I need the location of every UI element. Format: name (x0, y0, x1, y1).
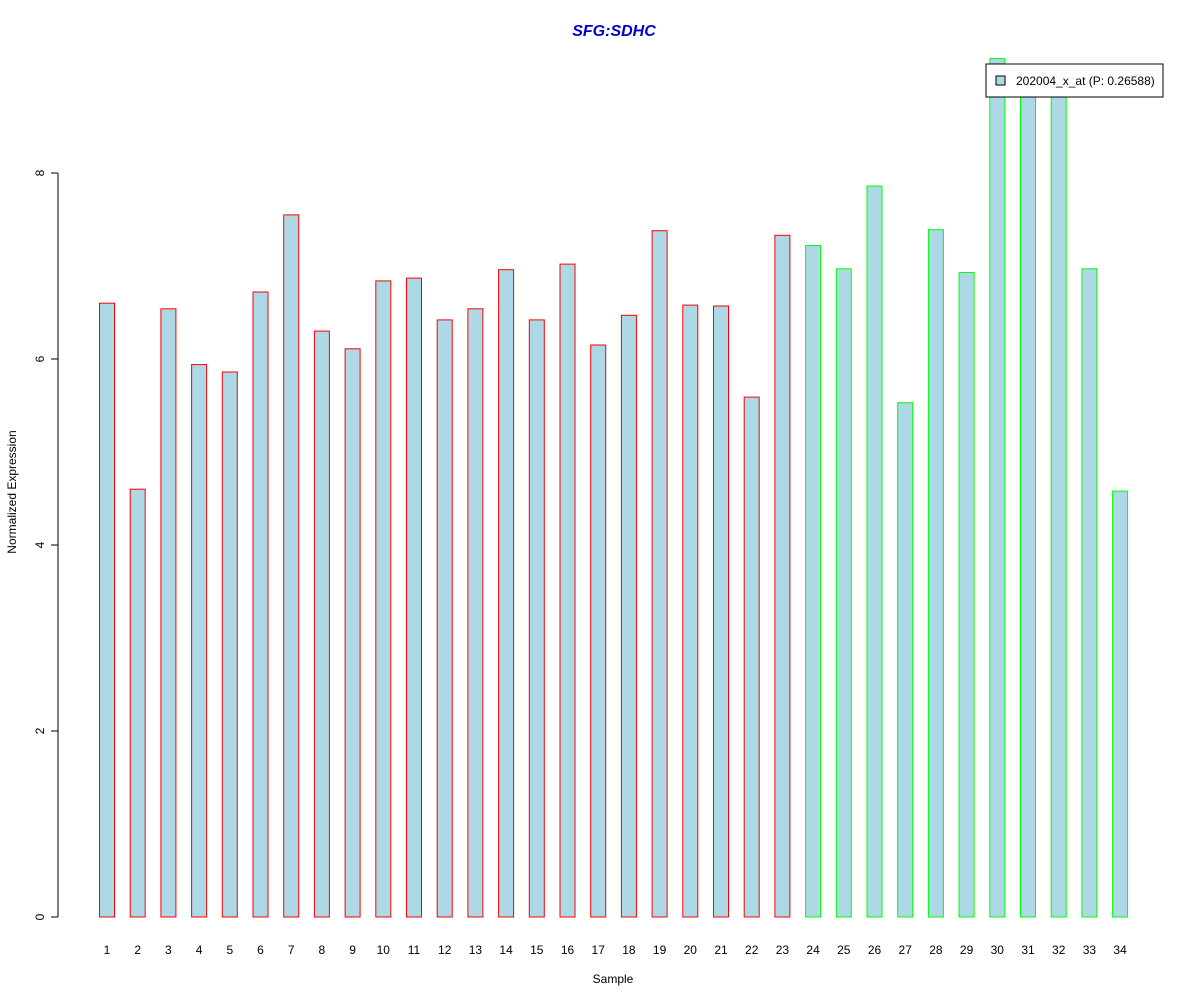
x-tick-label: 14 (499, 943, 513, 957)
legend: 202004_x_at (P: 0.26588) (985, 63, 1164, 98)
x-tick-label: 10 (377, 943, 391, 957)
bar-sample-32 (1050, 79, 1067, 918)
x-tick-label: 33 (1083, 943, 1097, 957)
bar-sample-14 (498, 269, 515, 918)
y-tick-label: 2 (33, 727, 47, 734)
x-tick-label: 15 (530, 943, 544, 957)
bar-sample-8 (313, 330, 330, 918)
y-axis: 0 2 4 6 8 (33, 169, 59, 920)
bar-sample-20 (682, 304, 699, 918)
x-tick-label: 5 (226, 943, 233, 957)
x-tick-label: 20 (684, 943, 698, 957)
x-tick-label: 29 (960, 943, 974, 957)
x-tick-label: 7 (288, 943, 295, 957)
x-tick-label: 17 (592, 943, 606, 957)
legend-box (985, 63, 1164, 98)
x-tick-label: 9 (349, 943, 356, 957)
bar-sample-3 (160, 308, 177, 918)
bar-sample-19 (651, 230, 668, 918)
x-tick-label: 11 (408, 943, 421, 957)
x-tick-label: 2 (134, 943, 141, 957)
bar-sample-15 (528, 319, 545, 918)
bar-sample-2 (129, 488, 146, 918)
x-tick-label: 1 (104, 943, 111, 957)
bar-sample-18 (620, 314, 637, 918)
y-axis-label: Normalized Expression (5, 430, 19, 553)
x-tick-label: 24 (806, 943, 820, 957)
bar-sample-17 (590, 344, 607, 918)
x-tick-label: 12 (438, 943, 452, 957)
x-tick-label: 27 (899, 943, 913, 957)
bar-sample-7 (283, 214, 300, 918)
x-axis-label: Sample (593, 972, 634, 986)
x-tick-label: 25 (837, 943, 851, 957)
bar-sample-4 (191, 364, 208, 918)
bar-sample-23 (774, 234, 791, 918)
bar-sample-29 (958, 272, 975, 918)
x-tick-label: 18 (622, 943, 636, 957)
x-tick-label: 3 (165, 943, 172, 957)
bar-sample-21 (713, 305, 729, 918)
x-tick-label: 8 (319, 943, 326, 957)
bar-sample-22 (743, 396, 760, 918)
bar-sample-24 (805, 245, 822, 918)
x-tick-label: 6 (257, 943, 264, 957)
x-tick-label: 13 (469, 943, 483, 957)
x-tick-label: 30 (991, 943, 1005, 957)
y-tick-label: 8 (33, 169, 47, 176)
bars-group (99, 58, 1129, 918)
x-tick-label: 31 (1021, 943, 1035, 957)
bar-sample-9 (344, 348, 361, 918)
bar-sample-25 (835, 268, 852, 918)
x-tick-label: 26 (868, 943, 882, 957)
y-tick-label: 4 (33, 541, 47, 548)
x-tick-label: 16 (561, 943, 575, 957)
x-tick-label: 4 (196, 943, 203, 957)
bar-sample-13 (467, 308, 484, 918)
legend-label: 202004_x_at (P: 0.26588) (1016, 74, 1155, 88)
y-tick-label: 0 (33, 913, 47, 920)
bar-sample-10 (375, 280, 392, 918)
x-tick-label: 32 (1052, 943, 1066, 957)
bar-sample-6 (252, 291, 269, 918)
bar-sample-12 (436, 319, 453, 918)
x-tick-label: 19 (653, 943, 667, 957)
x-tick-labels: 1 2 3 4 5 6 7 8 9 10 11 12 13 14 15 16 17 18 19 20 21 22 23 24 2… (104, 943, 1127, 957)
bar-sample-27 (897, 402, 914, 918)
bar-sample-16 (559, 263, 576, 918)
x-tick-label: 21 (714, 943, 728, 957)
bar-sample-11 (406, 277, 422, 918)
bar-sample-30 (989, 58, 1006, 918)
bar-sample-1 (99, 302, 115, 918)
x-tick-label: 28 (929, 943, 943, 957)
y-tick-label: 6 (33, 355, 47, 362)
chart-title: SFG:SDHC (572, 23, 656, 40)
bar-sample-26 (866, 185, 883, 918)
bar-sample-33 (1081, 268, 1098, 918)
x-tick-label: 34 (1113, 943, 1127, 957)
x-tick-label: 23 (776, 943, 790, 957)
bar-sample-28 (927, 229, 944, 918)
bar-sample-31 (1020, 79, 1036, 918)
bar-sample-5 (221, 371, 238, 918)
bar-sample-34 (1112, 490, 1129, 918)
x-tick-label: 22 (745, 943, 759, 957)
legend-swatch (995, 75, 1006, 86)
